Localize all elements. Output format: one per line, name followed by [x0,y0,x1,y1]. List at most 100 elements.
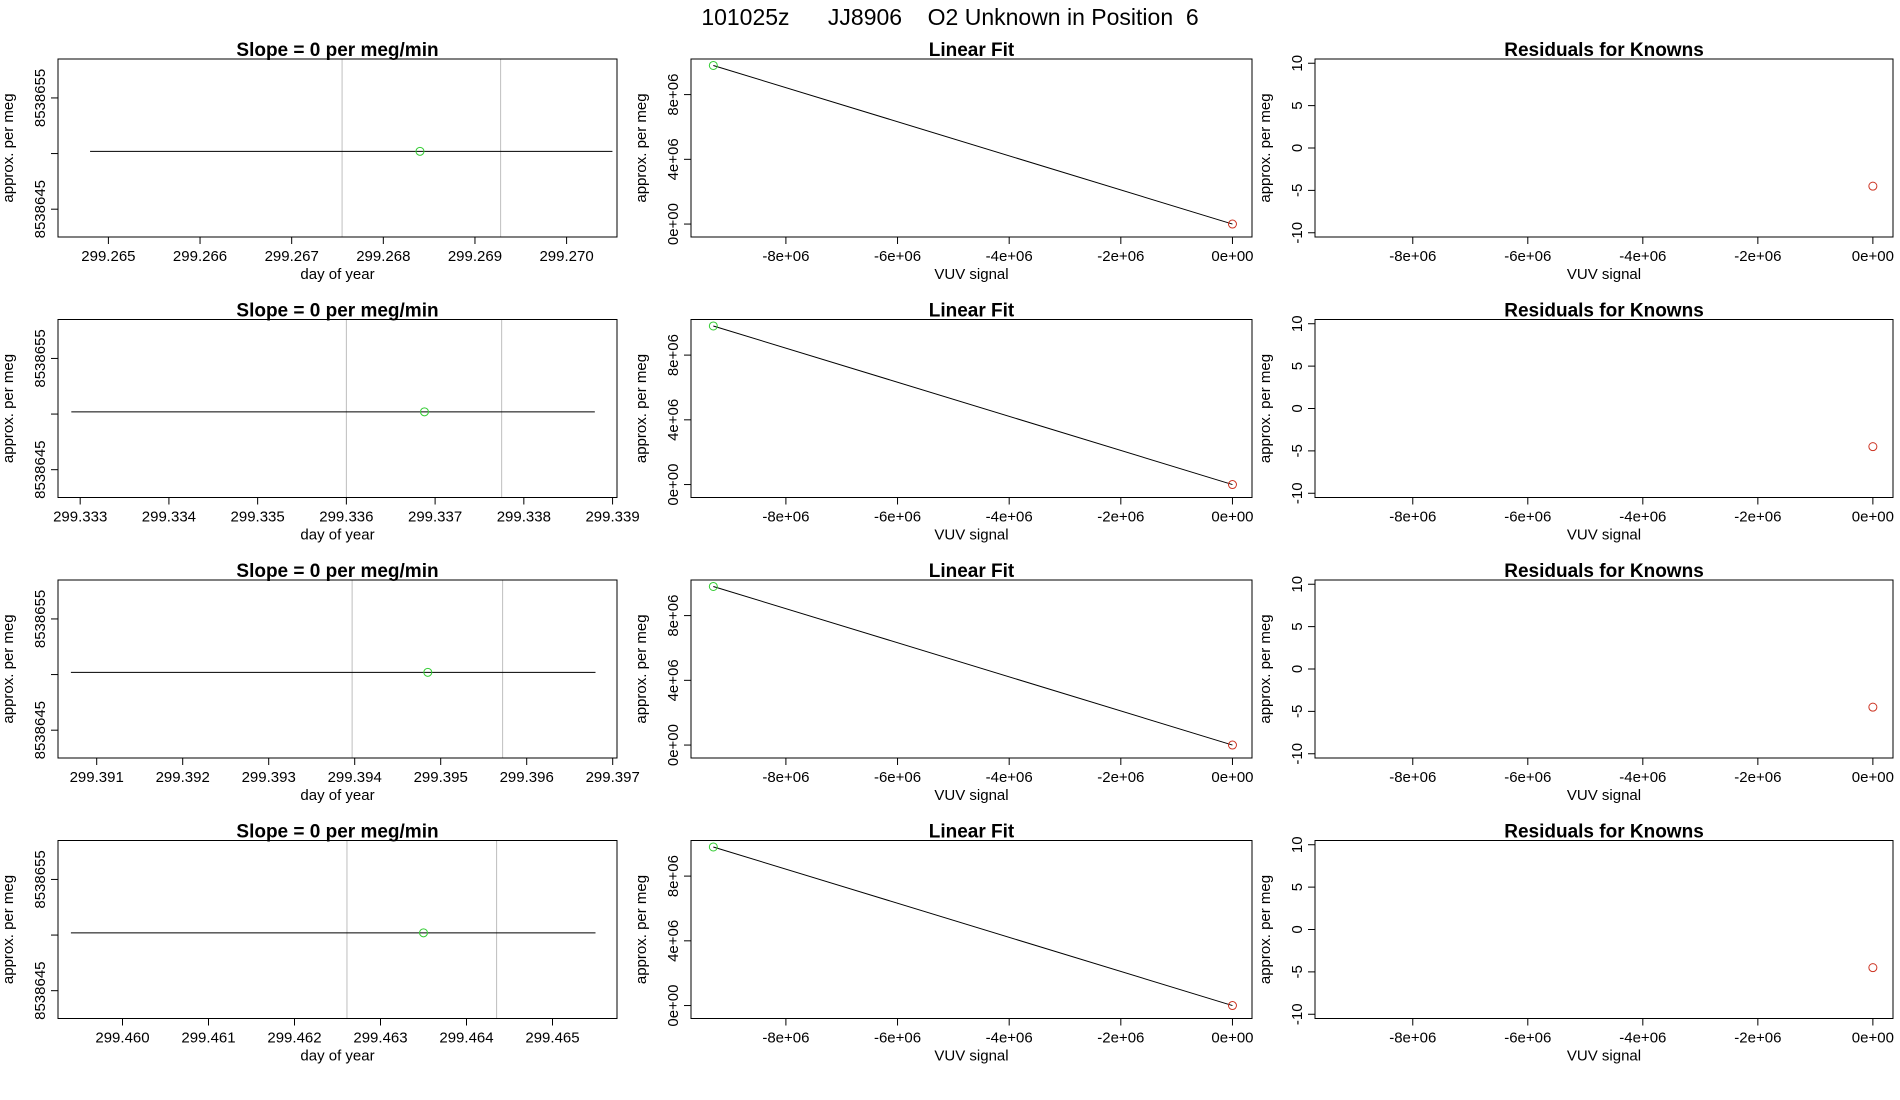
fit-2-x-tick-label-2: -6e+06 [874,509,921,526]
residuals-2-y-tick-label-1: -10 [1289,482,1306,504]
residuals-3-x-tick-label-4: -2e+06 [1734,769,1781,786]
residuals-2-title: Residuals for Knowns [1504,301,1704,322]
slope-1-plot-frame [57,58,618,238]
fit-4-y-tick-label-2: 4e+06 [665,920,682,962]
residuals-1-residual-point [1868,181,1878,191]
fit-4-x-tick-label-5: 0e+00 [1211,1030,1253,1047]
fit-1-x-tick-label-3: -4e+06 [986,248,1033,265]
fit-3-x-tick-label-5: 0e+00 [1211,769,1253,786]
fit-4-x-tick-label-2: -6e+06 [874,1030,921,1047]
residuals-1-x-tick-label-2: -6e+06 [1504,248,1551,265]
slope-4-x-tick-label-4: 299.463 [353,1030,407,1047]
fit-1-y-tick-label-1: 0e+00 [665,203,682,245]
slope-2-title: Slope = 0 per meg/min [236,301,438,322]
fit-4-x-tick-label-3: -4e+06 [986,1030,1033,1047]
fit-3-x-tick-label-2: -6e+06 [874,769,921,786]
residuals-4-title: Residuals for Knowns [1504,822,1704,843]
slope-4-x-tick-label-5: 299.464 [439,1030,493,1047]
slope-2-x-axis-title: day of year [300,527,374,544]
fit-1-x-tick-label-5: 0e+00 [1211,248,1253,265]
residuals-3-y-tick-label-4: 5 [1289,622,1306,630]
fit-2-x-tick-label-5: 0e+00 [1211,509,1253,526]
title-description: O2 Unknown in Position [927,4,1174,30]
fit-2-plot-frame [690,319,1253,498]
slope-3-x-axis-title: day of year [300,787,374,804]
fit-3-title: Linear Fit [929,561,1015,582]
residuals-4-x-tick-label-4: -2e+06 [1734,1030,1781,1047]
slope-1-x-tick-label-6: 299.270 [539,248,593,265]
slope-1-x-tick-label-4: 299.268 [356,248,410,265]
fit-4-x-tick-label-1: -8e+06 [762,1030,809,1047]
slope-4-x-tick-label-6: 299.465 [525,1030,579,1047]
residuals-2-residual-point [1868,442,1878,452]
slope-3-unknown-point [423,667,433,677]
residuals-2-y-tick-label-4: 5 [1289,362,1306,370]
residuals-4-plot-frame [1314,840,1894,1019]
residuals-1-x-tick-label-5: 0e+00 [1852,248,1894,265]
residuals-1-y-axis-title: approx. per meg [1257,93,1274,202]
fit-3-x-axis-title: VUV signal [934,787,1008,804]
fit-1-x-tick-label-4: -2e+06 [1097,248,1144,265]
fit-1-x-axis-title: VUV signal [934,266,1008,283]
residuals-2-plot-frame [1314,319,1894,498]
fit-4-known-point [1227,1001,1237,1011]
slope-3-x-tick-label-1: 299.391 [70,769,124,786]
residuals-1-x-axis-title: VUV signal [1567,266,1641,283]
residuals-1-y-tick-label-4: 5 [1289,101,1306,109]
fit-2-x-tick-label-1: -8e+06 [762,509,809,526]
residuals-3-x-tick-label-3: -4e+06 [1619,769,1666,786]
fit-1-known-point [1227,219,1237,229]
residuals-4-y-tick-label-3: 0 [1289,925,1306,933]
fit-1-unknown-point [708,60,718,70]
slope-3-x-tick-label-2: 299.392 [156,769,210,786]
slope-4-y-axis-title: approx. per meg [0,875,17,984]
fit-2-known-point [1227,480,1237,490]
slope-1-x-tick-label-5: 299.269 [448,248,502,265]
residuals-1-x-tick-label-4: -2e+06 [1734,248,1781,265]
fit-2-fit-line [713,325,1233,486]
slope-1-y-tick-label-2: 8538655 [32,69,49,127]
fit-3-y-tick-label-3: 8e+06 [665,595,682,637]
fit-4-plot-frame [690,840,1253,1019]
residuals-3-y-tick-label-5: 10 [1289,576,1306,593]
residuals-2-y-axis-title: approx. per meg [1257,354,1274,463]
residuals-4-x-tick-label-2: -6e+06 [1504,1030,1551,1047]
residuals-3-plot-frame [1314,579,1894,759]
slope-1-x-tick-label-2: 299.266 [173,248,227,265]
residuals-2-x-tick-label-5: 0e+00 [1852,509,1894,526]
slope-3-x-tick-label-4: 299.394 [328,769,382,786]
residuals-4-y-tick-label-4: 5 [1289,883,1306,891]
slope-2-x-tick-label-5: 299.337 [408,509,462,526]
residuals-1-y-tick-label-1: -10 [1289,222,1306,244]
fit-1-y-axis-title: approx. per meg [633,93,650,202]
residuals-3-x-tick-label-5: 0e+00 [1852,769,1894,786]
residuals-3-residual-point [1868,702,1878,712]
slope-2-y-tick-label-2: 8538655 [32,329,49,387]
slope-4-unknown-point [419,928,428,938]
residuals-2-y-tick-label-2: -5 [1289,444,1306,457]
residuals-3-x-tick-label-1: -8e+06 [1389,769,1436,786]
residuals-2-x-tick-label-4: -2e+06 [1734,509,1781,526]
slope-2-x-tick-label-1: 299.333 [53,509,107,526]
fit-2-y-tick-label-2: 4e+06 [665,399,682,441]
residuals-4-x-tick-label-3: -4e+06 [1619,1030,1666,1047]
slope-3-y-tick-label-2: 8538655 [32,590,49,648]
fit-3-x-tick-label-1: -8e+06 [762,769,809,786]
slope-3-x-tick-label-5: 299.395 [414,769,468,786]
fit-2-x-tick-label-3: -4e+06 [986,509,1033,526]
slope-2-y-tick-label-1: 8538645 [32,440,49,498]
residuals-1-title: Residuals for Knowns [1504,40,1704,61]
fit-1-fit-line [713,64,1233,225]
slope-3-x-tick-label-7: 299.397 [586,769,640,786]
residuals-1-x-tick-label-3: -4e+06 [1619,248,1666,265]
slope-4-y-tick-label-2: 8538655 [32,850,49,908]
fit-4-unknown-point [708,842,718,852]
fit-1-title: Linear Fit [929,40,1015,61]
slope-4-x-tick-label-3: 299.462 [267,1030,321,1047]
residuals-4-y-tick-label-1: -10 [1289,1003,1306,1025]
slope-4-plot-frame [57,840,618,1019]
slope-3-plot-frame [57,579,618,759]
residuals-4-y-tick-label-2: -5 [1289,965,1306,978]
slope-2-x-tick-label-4: 299.336 [319,509,373,526]
residuals-4-x-axis-title: VUV signal [1567,1048,1641,1065]
